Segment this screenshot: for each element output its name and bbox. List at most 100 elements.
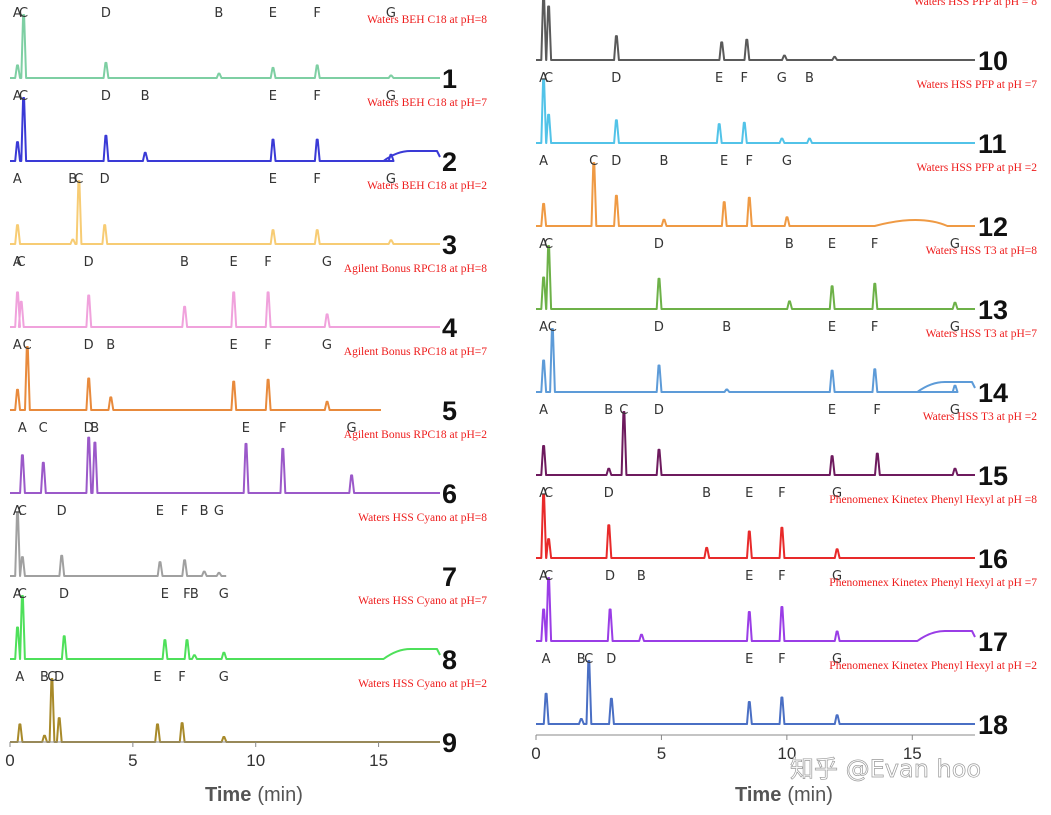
peak-label-2-F: F — [313, 89, 320, 104]
peak-label-4-C: C — [17, 255, 26, 270]
peak-label-7-D: D — [57, 504, 67, 519]
peak-label-9-D: D — [54, 670, 64, 685]
panel-number-17: 17 — [978, 627, 1008, 657]
peak-label-5-B: B — [106, 338, 115, 353]
peak-label-8-C: C — [18, 587, 27, 602]
peak-label-12-F: F — [745, 154, 752, 169]
peak-label-11-A: A — [539, 71, 548, 86]
peak-label-16-A: A — [539, 486, 548, 501]
peak-label-14-G: G — [950, 320, 960, 335]
right-xlabel-unit: (min) — [787, 784, 833, 806]
right-x-axis: 0 5 10 15 — [531, 734, 975, 763]
peak-label-11-D: D — [611, 71, 621, 86]
peak-label-6-E: E — [242, 421, 250, 436]
peak-label-2-G: G — [386, 89, 396, 104]
x-tick-label-0: 0 — [531, 744, 540, 763]
peak-label-3-B: B — [68, 172, 77, 187]
peak-label-12-D: D — [611, 154, 621, 169]
peak-label-14-B: B — [722, 320, 731, 335]
peak-label-1-G: G — [386, 6, 396, 21]
condition-label-2: Waters BEH C18 at pH=7 — [367, 97, 487, 109]
trace-line-17 — [536, 577, 976, 642]
svg-text:Time(min): Time (min) — [735, 784, 833, 806]
peak-label-16-E: E — [745, 486, 753, 501]
peak-label-14-D: D — [654, 320, 664, 335]
peak-label-13-G: G — [950, 237, 960, 252]
panel-number-2: 2 — [442, 147, 457, 177]
peak-label-8-E: E — [161, 587, 169, 602]
condition-label-6: Agilent Bonus RPC18 at pH=2 — [344, 429, 487, 441]
peak-label-13-F: F — [871, 237, 878, 252]
peak-label-12-C: C — [589, 154, 598, 169]
peak-label-1-E: E — [269, 6, 277, 21]
chromatogram-panel-5: A C D B E F G Agilent Bonus RPC18 at pH=7 5 — [10, 338, 487, 426]
condition-label-13: Waters HSS T3 at pH=8 — [926, 245, 1038, 257]
peak-label-17-C: C — [544, 569, 553, 584]
trace-line-11 — [536, 79, 975, 144]
peak-label-6-C: C — [39, 421, 48, 436]
peak-label-17-A: A — [539, 569, 548, 584]
peak-label-4-F: F — [264, 255, 271, 270]
peak-label-4-B: B — [180, 255, 189, 270]
chromatogram-panel-10: AC D E F G B Waters HSS PFP at pH = 8 10 — [536, 0, 1037, 76]
panel-number-3: 3 — [442, 230, 457, 260]
peak-label-16-G: G — [832, 486, 842, 501]
peak-label-16-F: F — [778, 486, 785, 501]
peak-label-7-G: G — [214, 504, 224, 519]
trace-line-16 — [536, 494, 975, 559]
peak-label-17-G: G — [832, 569, 842, 584]
panel-number-11: 11 — [978, 129, 1007, 159]
panel-number-15: 15 — [978, 461, 1008, 491]
peak-label-15-D: D — [654, 403, 664, 418]
peak-label-2-B: B — [141, 89, 150, 104]
peak-label-13-B: B — [785, 237, 794, 252]
x-tick-label-15: 15 — [369, 751, 388, 770]
peak-label-3-E: E — [269, 172, 277, 187]
trace-line-10 — [536, 0, 975, 61]
peak-label-3-F: F — [313, 172, 320, 187]
peak-label-9-E: E — [153, 670, 161, 685]
peak-label-15-F: F — [873, 403, 880, 418]
peak-label-6-F: F — [279, 421, 286, 436]
peak-label-9-C: C — [47, 670, 56, 685]
peak-label-18-G: G — [832, 652, 842, 667]
peak-label-2-D: D — [101, 89, 111, 104]
trace-line-1 — [10, 14, 440, 79]
peak-label-13-A: A — [539, 237, 548, 252]
peak-label-16-D: D — [604, 486, 614, 501]
chromatogram-panel-12: A C D B E F G Waters HSS PFP at pH =2 12 — [536, 154, 1037, 242]
peak-label-17-B: B — [637, 569, 646, 584]
condition-label-10: Waters HSS PFP at pH = 8 — [914, 0, 1038, 8]
svg-text:Time(min): Time (min) — [205, 784, 303, 806]
trace-line-4 — [10, 291, 440, 328]
peak-label-1-B: B — [214, 6, 223, 21]
peak-label-10-C: C — [544, 0, 553, 3]
peak-label-16-C: C — [544, 486, 553, 501]
peak-label-9-G: G — [219, 670, 229, 685]
peak-label-5-A: A — [13, 338, 22, 353]
condition-label-4: Agilent Bonus RPC18 at pH=8 — [344, 263, 487, 275]
peak-label-14-E: E — [828, 320, 836, 335]
condition-label-12: Waters HSS PFP at pH =2 — [917, 162, 1038, 174]
x-tick-label-15: 15 — [903, 744, 922, 763]
peak-label-10-D: D — [611, 0, 621, 3]
peak-label-9-A: A — [15, 670, 24, 685]
panel-number-12: 12 — [978, 212, 1008, 242]
peak-label-2-A: A — [13, 89, 22, 104]
peak-label-8-B: B — [190, 587, 199, 602]
chromatogram-panel-9: A BCD E F G Waters HSS Cyano at pH=2 9 — [10, 670, 487, 758]
peak-label-18-B: B — [577, 652, 586, 667]
peak-label-5-E: E — [229, 338, 237, 353]
peak-label-18-D: D — [606, 652, 616, 667]
peak-label-13-D: D — [654, 237, 664, 252]
peak-label-15-B: B — [604, 403, 613, 418]
condition-label-18: Phenomenex Kinetex Phenyl Hexyl at pH =2 — [829, 660, 1037, 672]
peak-label-15-C: C — [619, 403, 628, 418]
